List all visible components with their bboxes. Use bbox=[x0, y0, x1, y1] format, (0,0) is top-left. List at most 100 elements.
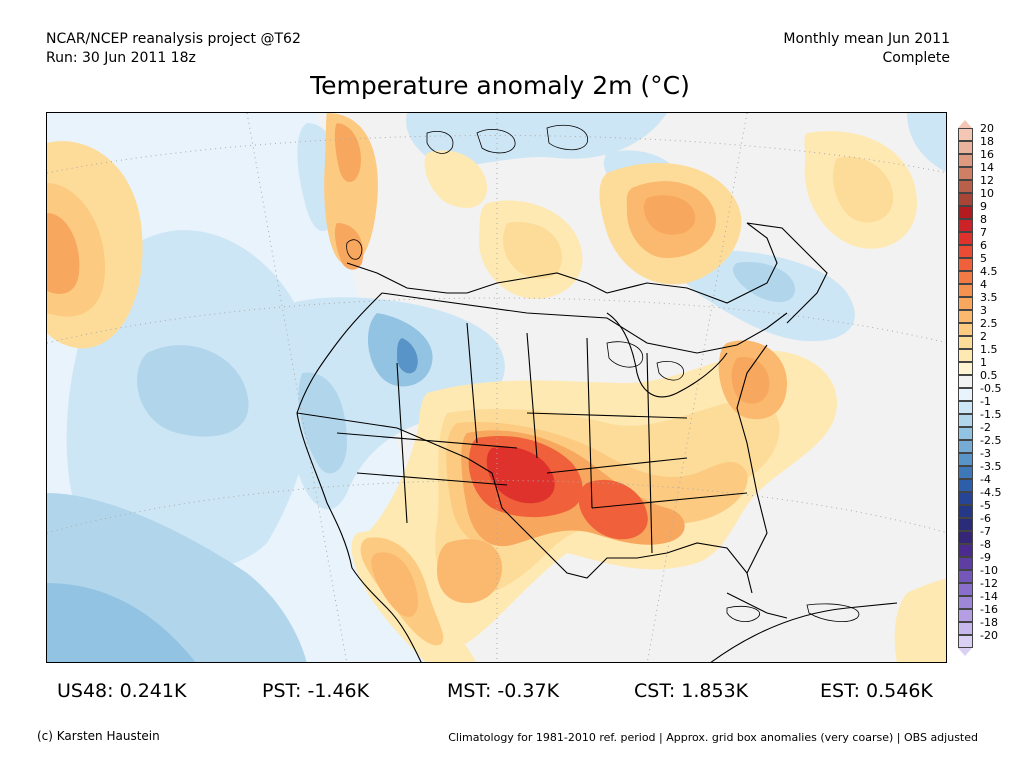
colorbar-tick-label: -1 bbox=[980, 395, 991, 408]
colorbar-tick-label: 8 bbox=[980, 213, 987, 226]
colorbar-swatch bbox=[958, 622, 973, 635]
colorbar-swatch bbox=[958, 492, 973, 505]
colorbar-swatch bbox=[958, 375, 973, 388]
colorbar-tick-label: 0.5 bbox=[980, 369, 998, 382]
cold-anomaly-fields bbox=[47, 113, 946, 662]
colorbar-swatch bbox=[958, 141, 973, 154]
colorbar-swatch bbox=[958, 414, 973, 427]
colorbar-swatch bbox=[958, 271, 973, 284]
colorbar-tick-label: -10 bbox=[980, 564, 998, 577]
colorbar-tick-label: -5 bbox=[980, 499, 991, 512]
colorbar-swatch bbox=[958, 453, 973, 466]
colorbar-swatch bbox=[958, 297, 973, 310]
colorbar-min-triangle bbox=[958, 648, 972, 656]
colorbar-swatch bbox=[958, 258, 973, 271]
colorbar-tick-label: -20 bbox=[980, 629, 998, 642]
period-label: Monthly mean Jun 2011 bbox=[783, 31, 950, 47]
colorbar-tick-label: 1 bbox=[980, 356, 987, 369]
colorbar-swatch bbox=[958, 180, 973, 193]
colorbar-swatch bbox=[958, 336, 973, 349]
colorbar-tick-label: 2.5 bbox=[980, 317, 998, 330]
colorbar-tick-label: -0.5 bbox=[980, 382, 1002, 395]
colorbar-swatch bbox=[958, 609, 973, 622]
colorbar-swatch bbox=[958, 479, 973, 492]
colorbar-swatch bbox=[958, 596, 973, 609]
colorbar-swatch bbox=[958, 518, 973, 531]
colorbar-swatch bbox=[958, 193, 973, 206]
colorbar-swatch bbox=[958, 635, 973, 648]
colorbar-tick-label: -3 bbox=[980, 447, 991, 460]
colorbar-tick-label: 14 bbox=[980, 161, 994, 174]
stat-mst: MST: -0.37K bbox=[447, 680, 560, 702]
colorbar-tick-label: 1.5 bbox=[980, 343, 998, 356]
colorbar-swatch bbox=[958, 245, 973, 258]
colorbar-tick-label: 5 bbox=[980, 252, 987, 265]
credit-text: (c) Karsten Haustein bbox=[37, 729, 160, 743]
colorbar-tick-label: -18 bbox=[980, 616, 998, 629]
anomaly-map bbox=[46, 112, 947, 663]
colorbar-tick-label: -14 bbox=[980, 590, 998, 603]
map-title: Temperature anomaly 2m (°C) bbox=[310, 71, 690, 100]
colorbar-swatch bbox=[958, 505, 973, 518]
colorbar-swatch bbox=[958, 323, 973, 336]
colorbar-swatch bbox=[958, 466, 973, 479]
status-label: Complete bbox=[882, 50, 950, 66]
colorbar-tick-label: -2.5 bbox=[980, 434, 1002, 447]
colorbar-tick-label: -1.5 bbox=[980, 408, 1002, 421]
colorbar-swatch bbox=[958, 427, 973, 440]
model-name: NCAR/NCEP reanalysis project @T62 bbox=[46, 31, 301, 47]
colorbar-swatch bbox=[958, 557, 973, 570]
colorbar-tick-label: 9 bbox=[980, 200, 987, 213]
stat-est: EST: 0.546K bbox=[820, 680, 933, 702]
colorbar-swatch bbox=[958, 206, 973, 219]
colorbar-tick-label: 6 bbox=[980, 239, 987, 252]
colorbar-tick-label: 3.5 bbox=[980, 291, 998, 304]
colorbar-swatch bbox=[958, 284, 973, 297]
stat-cst: CST: 1.853K bbox=[634, 680, 749, 702]
colorbar-swatch bbox=[958, 349, 973, 362]
coastlines-borders bbox=[296, 222, 898, 662]
colorbar-tick-label: -4 bbox=[980, 473, 991, 486]
stat-pst: PST: -1.46K bbox=[262, 680, 370, 702]
warm-anomaly-fields bbox=[47, 113, 946, 662]
colorbar-tick-label: 18 bbox=[980, 135, 994, 148]
colorbar-tick-label: -2 bbox=[980, 421, 991, 434]
colorbar-tick-label: -3.5 bbox=[980, 460, 1002, 473]
colorbar-swatch bbox=[958, 310, 973, 323]
colorbar-swatch bbox=[958, 440, 973, 453]
colorbar-swatch bbox=[958, 388, 973, 401]
colorbar-swatch bbox=[958, 401, 973, 414]
colorbar-legend: 20 18 16 14 12 10 9 8 7 6 5 4.5 4 3.5 3 2.5 2 1.5 1 0.5 -0.5… bbox=[958, 120, 1018, 656]
colorbar-tick-label: -12 bbox=[980, 577, 998, 590]
anomaly-map-svg bbox=[47, 113, 946, 662]
colorbar-swatch bbox=[958, 128, 973, 141]
colorbar-swatch bbox=[958, 167, 973, 180]
colorbar-tick-label: 4 bbox=[980, 278, 987, 291]
colorbar-tick-label: 20 bbox=[980, 122, 994, 135]
colorbar-tick-label: -7 bbox=[980, 525, 991, 538]
colorbar-tick-label: 10 bbox=[980, 187, 994, 200]
colorbar-tick-label: -16 bbox=[980, 603, 998, 616]
graticule-lines bbox=[47, 113, 946, 662]
colorbar-tick-label: 4.5 bbox=[980, 265, 998, 278]
header-left: NCAR/NCEP reanalysis project @T62 Run: 3… bbox=[46, 30, 301, 68]
colorbar-tick-label: 12 bbox=[980, 174, 994, 187]
colorbar-max-triangle bbox=[958, 120, 972, 128]
colorbar-tick-label: -6 bbox=[980, 512, 991, 525]
colorbar-tick-label: 7 bbox=[980, 226, 987, 239]
colorbar-tick-label: -9 bbox=[980, 551, 991, 564]
colorbar-swatch bbox=[958, 583, 973, 596]
islands-lakes bbox=[346, 124, 860, 623]
colorbar-tick-label: -8 bbox=[980, 538, 991, 551]
colorbar-tick-label: -4.5 bbox=[980, 486, 1002, 499]
colorbar-tick-label: 16 bbox=[980, 148, 994, 161]
regional-stats: US48: 0.241K PST: -1.46K MST: -0.37K CST… bbox=[0, 680, 1024, 708]
colorbar-swatch bbox=[958, 362, 973, 375]
colorbar-swatch bbox=[958, 570, 973, 583]
colorbar-swatch bbox=[958, 232, 973, 245]
colorbar-tick-label: 3 bbox=[980, 304, 987, 317]
notes-text: Climatology for 1981-2010 ref. period | … bbox=[448, 731, 978, 744]
header-right: Monthly mean Jun 2011 Complete bbox=[783, 30, 950, 68]
colorbar-swatch bbox=[958, 531, 973, 544]
colorbar-swatch bbox=[958, 219, 973, 232]
